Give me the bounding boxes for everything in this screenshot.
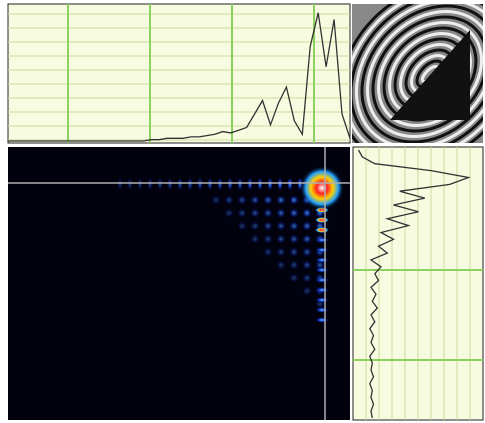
side-profile-line — [357, 149, 471, 419]
blob — [289, 247, 299, 257]
blob — [315, 267, 329, 273]
blob — [276, 260, 286, 270]
blob — [267, 177, 273, 191]
blob — [289, 234, 299, 244]
blob — [263, 247, 273, 257]
blob — [302, 260, 312, 270]
blob — [187, 177, 193, 191]
blob — [315, 237, 329, 243]
heatmap — [8, 147, 350, 420]
blob — [289, 195, 299, 205]
blob — [224, 208, 234, 218]
swirl-ring — [352, 4, 483, 143]
blob — [276, 247, 286, 257]
blob — [302, 273, 312, 283]
blob — [276, 195, 286, 205]
blob — [315, 227, 329, 233]
blob — [276, 234, 286, 244]
blob — [117, 177, 123, 191]
blob — [137, 177, 143, 191]
blob — [276, 208, 286, 218]
swirl-ring — [354, 4, 483, 143]
swirl-ring — [360, 4, 483, 143]
side-grid — [353, 147, 483, 420]
blob — [127, 177, 133, 191]
blob — [227, 177, 233, 191]
blob — [302, 286, 312, 296]
blob — [263, 208, 273, 218]
blob — [147, 177, 153, 191]
swirl-image — [352, 4, 483, 143]
blob — [302, 221, 312, 231]
blob — [224, 195, 234, 205]
blob — [167, 177, 173, 191]
swirl-ring — [352, 4, 483, 143]
blob — [263, 234, 273, 244]
blob — [289, 221, 299, 231]
blob — [302, 247, 312, 257]
top-profile-line — [8, 12, 351, 142]
blob — [237, 221, 247, 231]
blob — [287, 177, 293, 191]
blob — [177, 177, 183, 191]
blob — [263, 221, 273, 231]
blob — [315, 297, 329, 303]
blob — [315, 257, 329, 263]
blob — [289, 208, 299, 218]
blob — [315, 247, 329, 253]
blob — [302, 234, 312, 244]
blob — [315, 217, 329, 223]
blob — [247, 177, 253, 191]
blob — [276, 221, 286, 231]
top-panel — [7, 3, 351, 144]
swirl-ring — [352, 4, 483, 143]
blob — [250, 195, 260, 205]
blob — [237, 177, 243, 191]
blob — [197, 177, 203, 191]
blob — [263, 195, 273, 205]
blob — [315, 307, 329, 313]
blob — [237, 195, 247, 205]
top-grid — [8, 4, 350, 143]
blob — [257, 177, 263, 191]
blob — [315, 317, 329, 323]
blob — [302, 208, 312, 218]
blob — [315, 277, 329, 283]
blob — [277, 177, 283, 191]
blob — [250, 221, 260, 231]
blob — [211, 195, 221, 205]
blob — [250, 208, 260, 218]
blob — [250, 234, 260, 244]
blob — [237, 208, 247, 218]
blob — [207, 177, 213, 191]
blob — [217, 177, 223, 191]
blob — [289, 273, 299, 283]
blob — [315, 287, 329, 293]
blob — [289, 260, 299, 270]
blob — [157, 177, 163, 191]
